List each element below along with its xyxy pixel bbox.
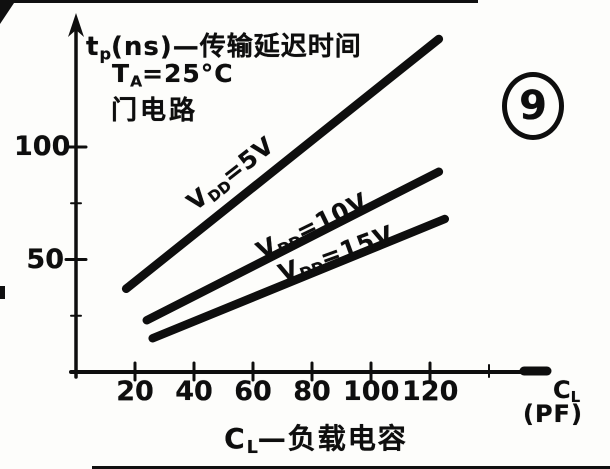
y-axis-title: tp(ns)—传输延迟时间 [86,26,362,64]
x-tick-label: 20 [116,376,154,407]
x-tick-label: 60 [234,376,272,407]
scan-artifact-top-line [0,0,478,3]
x-tick-label: 100 [343,376,400,407]
figure-number: 9 [519,83,547,129]
y-axis-title-rest: (ns)—传输延迟时间 [110,32,362,62]
caption-subscript: L [246,437,258,458]
x-tick-label: 120 [402,376,459,407]
x-tick-label: 80 [293,376,331,407]
data-line-vdd-15v [148,214,449,343]
y-axis-title-subscript: p [99,44,111,64]
y-axis-title-symbol: t [86,32,100,62]
condition-temperature: TA=25°C [112,59,234,90]
x-unit-subscript: L [570,388,581,407]
y-axis-arrow-icon [68,13,84,37]
data-line-vdd-5v [121,34,444,293]
scan-artifact-bottom-line [92,466,610,469]
x-axis-caption: CL—负载电容 [196,417,436,458]
caption-text: —负载电容 [257,422,408,455]
condition-circuit-type: 门电路 [111,96,199,126]
x-axis-unit-paren: (PF) [523,400,583,428]
temp-symbol: T [112,59,131,88]
figure-number-badge: 9 [502,72,564,140]
data-line-vdd-10v [142,167,444,325]
temp-subscript: A [130,72,143,91]
y-tick-label: 100 [14,131,71,162]
x-tick-label: 40 [175,376,213,407]
temp-value: =25°C [142,59,234,88]
caption-symbol: C [224,422,247,455]
x-axis-unit: CL [553,376,580,406]
y-tick-label: 50 [26,243,64,275]
scan-artifact-speck [0,286,5,299]
x-unit-symbol: C [553,376,571,404]
